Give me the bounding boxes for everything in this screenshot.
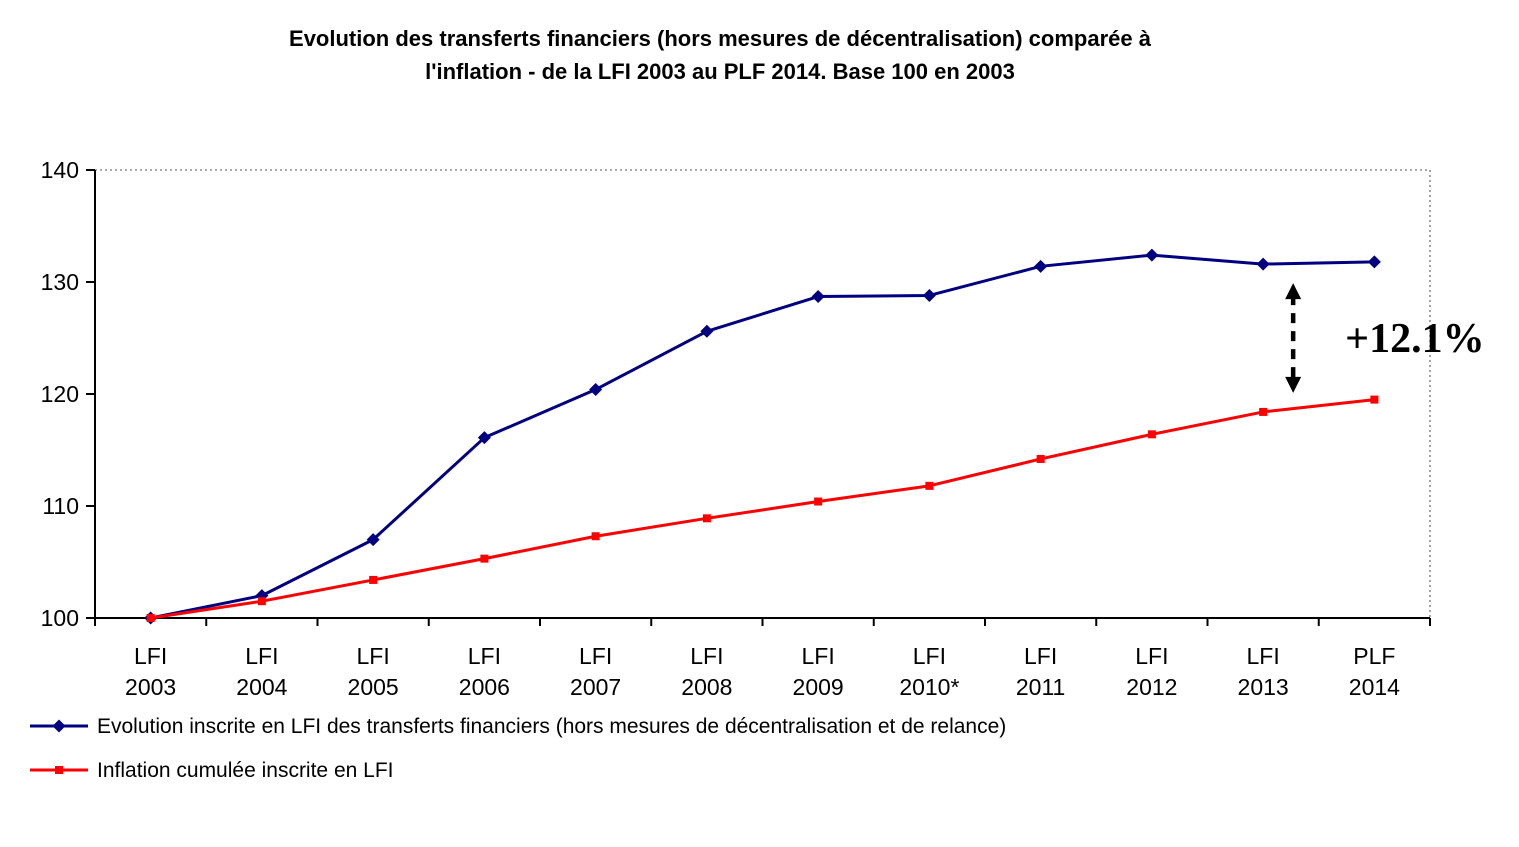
data-point-diamond [1034, 259, 1048, 273]
x-tick-label-line1: LFI [690, 643, 723, 669]
x-tick-label-line1: LFI [468, 643, 501, 669]
chart-title: Evolution des transferts financiers (hor… [0, 22, 1440, 88]
x-tick-label-line1: LFI [1247, 643, 1280, 669]
x-tick-label-line2: 2011 [1016, 674, 1065, 700]
data-point-square [1147, 430, 1156, 439]
series-line-1 [150, 398, 1375, 620]
legend-label-inflation: Inflation cumulée inscrite en LFI [97, 759, 394, 783]
legend-label-transferts: Evolution inscrite en LFI des transferts… [97, 715, 1007, 738]
legend-line-diamond-icon [30, 719, 88, 733]
chart-title-line1: Evolution des transferts financiers (hor… [289, 26, 1151, 51]
x-tick-label-line1: LFI [1024, 643, 1057, 669]
x-tick-label-line2: 2007 [570, 674, 621, 700]
x-tick-label-line2: 2006 [459, 674, 510, 700]
data-point-diamond [477, 431, 491, 445]
annotation-label: +12.1% [1345, 316, 1484, 362]
chart-title-line2: l'inflation - de la LFI 2003 au PLF 2014… [425, 59, 1015, 84]
legend-line-square-icon [30, 766, 88, 775]
legend-item-transferts: Evolution inscrite en LFI des transferts… [30, 712, 1006, 742]
legend-marker-diamond [52, 719, 66, 733]
y-tick-label: 140 [41, 157, 79, 183]
data-point-square [480, 554, 489, 563]
x-tick-label-line2: 2005 [348, 674, 399, 700]
data-point-square [591, 532, 600, 541]
x-tick-label-line2: 2014 [1349, 674, 1400, 700]
x-tick-label-line2: 2009 [793, 674, 844, 700]
x-tick-label-line2: 2012 [1126, 674, 1177, 700]
x-tick-label-line1: LFI [1135, 643, 1168, 669]
x-tick-label-line2: 2004 [236, 674, 287, 700]
data-point-square [146, 614, 155, 622]
y-tick-label: 130 [41, 269, 79, 295]
x-tick-label-line2: 2008 [681, 674, 732, 700]
x-tick-label-line1: LFI [802, 643, 835, 669]
data-point-square [702, 514, 711, 523]
data-point-diamond [1256, 257, 1270, 271]
x-tick-label-line2: 2010* [899, 674, 959, 700]
data-point-square [1370, 395, 1379, 404]
x-tick-label-line2: 2013 [1238, 674, 1289, 700]
y-tick-label: 120 [41, 381, 79, 407]
data-point-diamond [811, 290, 825, 304]
y-tick-label: 110 [42, 493, 79, 519]
data-point-diamond [366, 533, 380, 547]
x-tick-label-line1: LFI [245, 643, 278, 669]
data-point-diamond [589, 383, 603, 397]
x-tick-label-line1: LFI [134, 643, 167, 669]
data-point-square [1036, 454, 1045, 463]
data-point-square [1259, 407, 1268, 416]
data-point-diamond [922, 288, 936, 302]
data-point-diamond [1145, 248, 1159, 262]
series-line-0 [150, 253, 1375, 620]
x-tick-label-line1: LFI [579, 643, 612, 669]
legend: Evolution inscrite en LFI des transferts… [30, 712, 1006, 801]
legend-marker-square [55, 766, 63, 775]
x-tick-label-line2: 2003 [125, 674, 176, 700]
data-point-square [925, 481, 934, 490]
annotation-arrow-head-up [1285, 283, 1302, 300]
x-tick-label-line1: PLF [1353, 643, 1395, 669]
legend-item-inflation: Inflation cumulée inscrite en LFI [30, 756, 1006, 786]
data-point-square [814, 497, 823, 506]
y-tick-label: 100 [41, 605, 79, 631]
data-point-square [369, 575, 378, 584]
x-tick-label-line1: LFI [913, 643, 946, 669]
data-point-diamond [1367, 255, 1381, 269]
annotation-arrow-head-down [1285, 376, 1302, 393]
x-tick-label-line1: LFI [357, 643, 390, 669]
data-point-diamond [700, 324, 714, 338]
data-point-square [257, 597, 266, 606]
